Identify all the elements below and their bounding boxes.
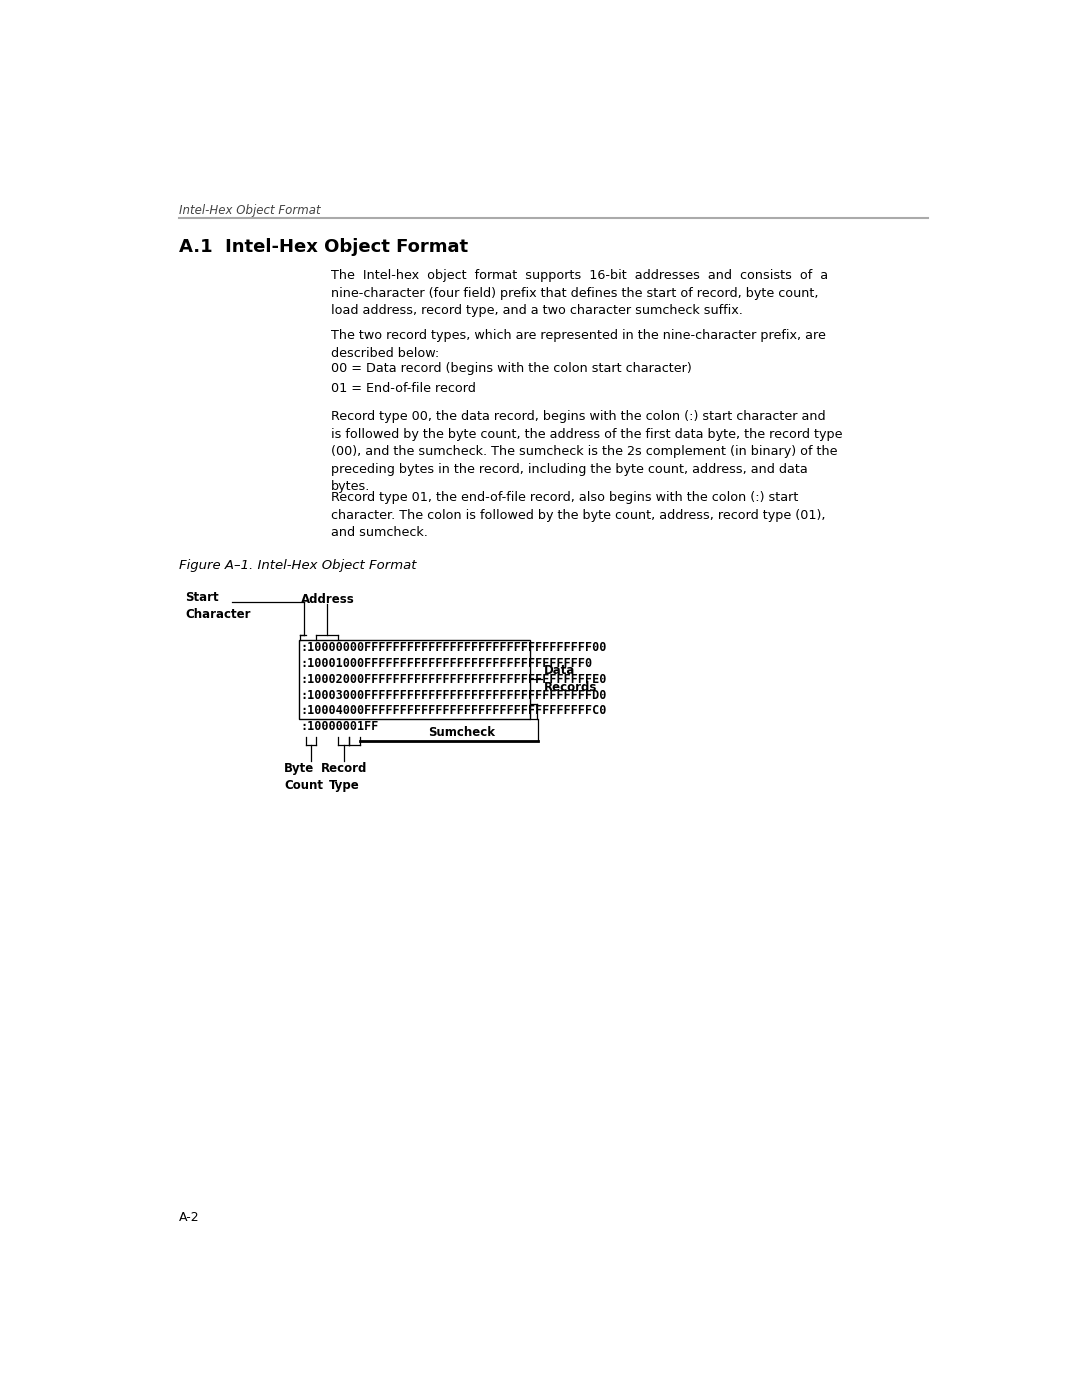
Text: Sumcheck: Sumcheck — [428, 726, 495, 739]
Text: :10000000FFFFFFFFFFFFFFFFFFFFFFFFFFFFFFFF00: :10000000FFFFFFFFFFFFFFFFFFFFFFFFFFFFFFF… — [300, 641, 607, 654]
Text: Record type 00, the data record, begins with the colon (:) start character and
i: Record type 00, the data record, begins … — [332, 411, 842, 493]
Text: Data
Records: Data Records — [543, 665, 597, 694]
Text: Byte
Count: Byte Count — [284, 763, 323, 792]
Text: 01 = End-of-file record: 01 = End-of-file record — [332, 381, 476, 395]
Text: Record type 01, the end-of-file record, also begins with the colon (:) start
cha: Record type 01, the end-of-file record, … — [332, 490, 825, 539]
Text: :10004000FFFFFFFFFFFFFFFFFFFFFFFFFFFFFFFFC0: :10004000FFFFFFFFFFFFFFFFFFFFFFFFFFFFFFF… — [300, 704, 607, 717]
Text: :10003000FFFFFFFFFFFFFFFFFFFFFFFFFFFFFFFFD0: :10003000FFFFFFFFFFFFFFFFFFFFFFFFFFFFFFF… — [300, 689, 607, 701]
Text: Start
Character: Start Character — [186, 591, 251, 622]
Text: The  Intel-hex  object  format  supports  16-bit  addresses  and  consists  of  : The Intel-hex object format supports 16-… — [332, 270, 828, 317]
Text: Intel-Hex Object Format: Intel-Hex Object Format — [179, 204, 321, 217]
Text: A-2: A-2 — [179, 1211, 200, 1224]
Text: The two record types, which are represented in the nine-character prefix, are
de: The two record types, which are represen… — [332, 330, 826, 360]
Text: Record
Type: Record Type — [321, 763, 367, 792]
Text: :10000001FF: :10000001FF — [300, 719, 378, 733]
Text: :10002000FFFFFFFFFFFFFFFFFFFFFFFFFFFFFFFFE0: :10002000FFFFFFFFFFFFFFFFFFFFFFFFFFFFFFF… — [300, 673, 607, 686]
Text: 00 = Data record (begins with the colon start character): 00 = Data record (begins with the colon … — [332, 362, 692, 376]
Bar — [298, 640, 530, 719]
Text: A.1  Intel-Hex Object Format: A.1 Intel-Hex Object Format — [179, 239, 469, 257]
Text: Figure A–1. Intel-Hex Object Format: Figure A–1. Intel-Hex Object Format — [179, 559, 417, 571]
Text: :10001000FFFFFFFFFFFFFFFFFFFFFFFFFFFFFFF0: :10001000FFFFFFFFFFFFFFFFFFFFFFFFFFFFFFF… — [300, 657, 592, 671]
Text: Address: Address — [300, 594, 354, 606]
